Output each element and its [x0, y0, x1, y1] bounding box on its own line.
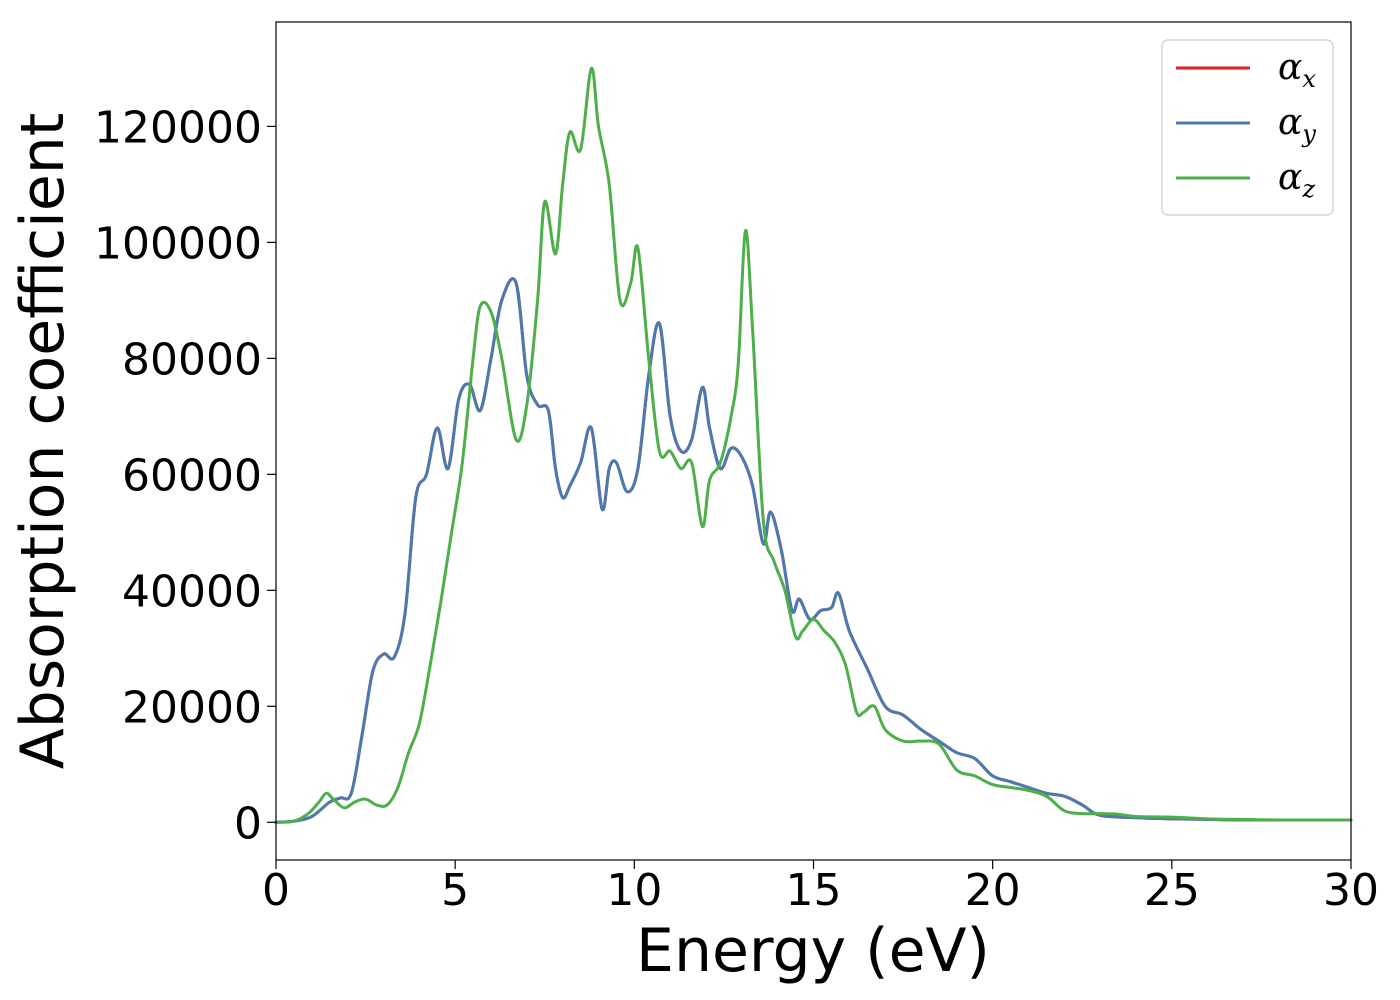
y-axis-ticks: 0 20000 40000 60000 80000 100000 120000 — [94, 102, 276, 849]
series-line-alpha-y — [274, 277, 1353, 824]
y-tick-label: 20000 — [122, 682, 262, 733]
series-layer — [274, 66, 1353, 824]
y-tick-label: 80000 — [122, 334, 262, 385]
legend-label-alpha-z: αz — [1278, 157, 1315, 203]
legend-box — [1161, 39, 1334, 216]
series-line-alpha-z — [274, 66, 1353, 824]
x-tick-label: 0 — [262, 865, 290, 916]
x-tick-label: 25 — [1144, 865, 1200, 916]
y-tick-label: 120000 — [94, 102, 262, 153]
legend: αx αy αz — [1161, 39, 1334, 216]
x-tick-label: 20 — [965, 865, 1021, 916]
y-tick-label: 60000 — [122, 450, 262, 501]
x-axis-label: Energy (eV) — [636, 916, 990, 986]
x-tick-label: 15 — [786, 865, 842, 916]
y-axis-label: Absorption coefficient — [8, 113, 78, 770]
y-tick-label: 100000 — [94, 218, 262, 269]
x-tick-label: 5 — [441, 865, 469, 916]
x-tick-label: 10 — [606, 865, 662, 916]
x-axis-ticks: 0 5 10 15 20 25 30 — [262, 860, 1379, 916]
x-tick-label: 30 — [1323, 865, 1379, 916]
y-tick-label: 0 — [234, 798, 262, 849]
y-tick-label: 40000 — [122, 566, 262, 617]
legend-items: αx αy αz — [1176, 47, 1316, 203]
legend-label-alpha-y: αy — [1278, 102, 1316, 148]
legend-label-alpha-x: αx — [1278, 47, 1316, 93]
